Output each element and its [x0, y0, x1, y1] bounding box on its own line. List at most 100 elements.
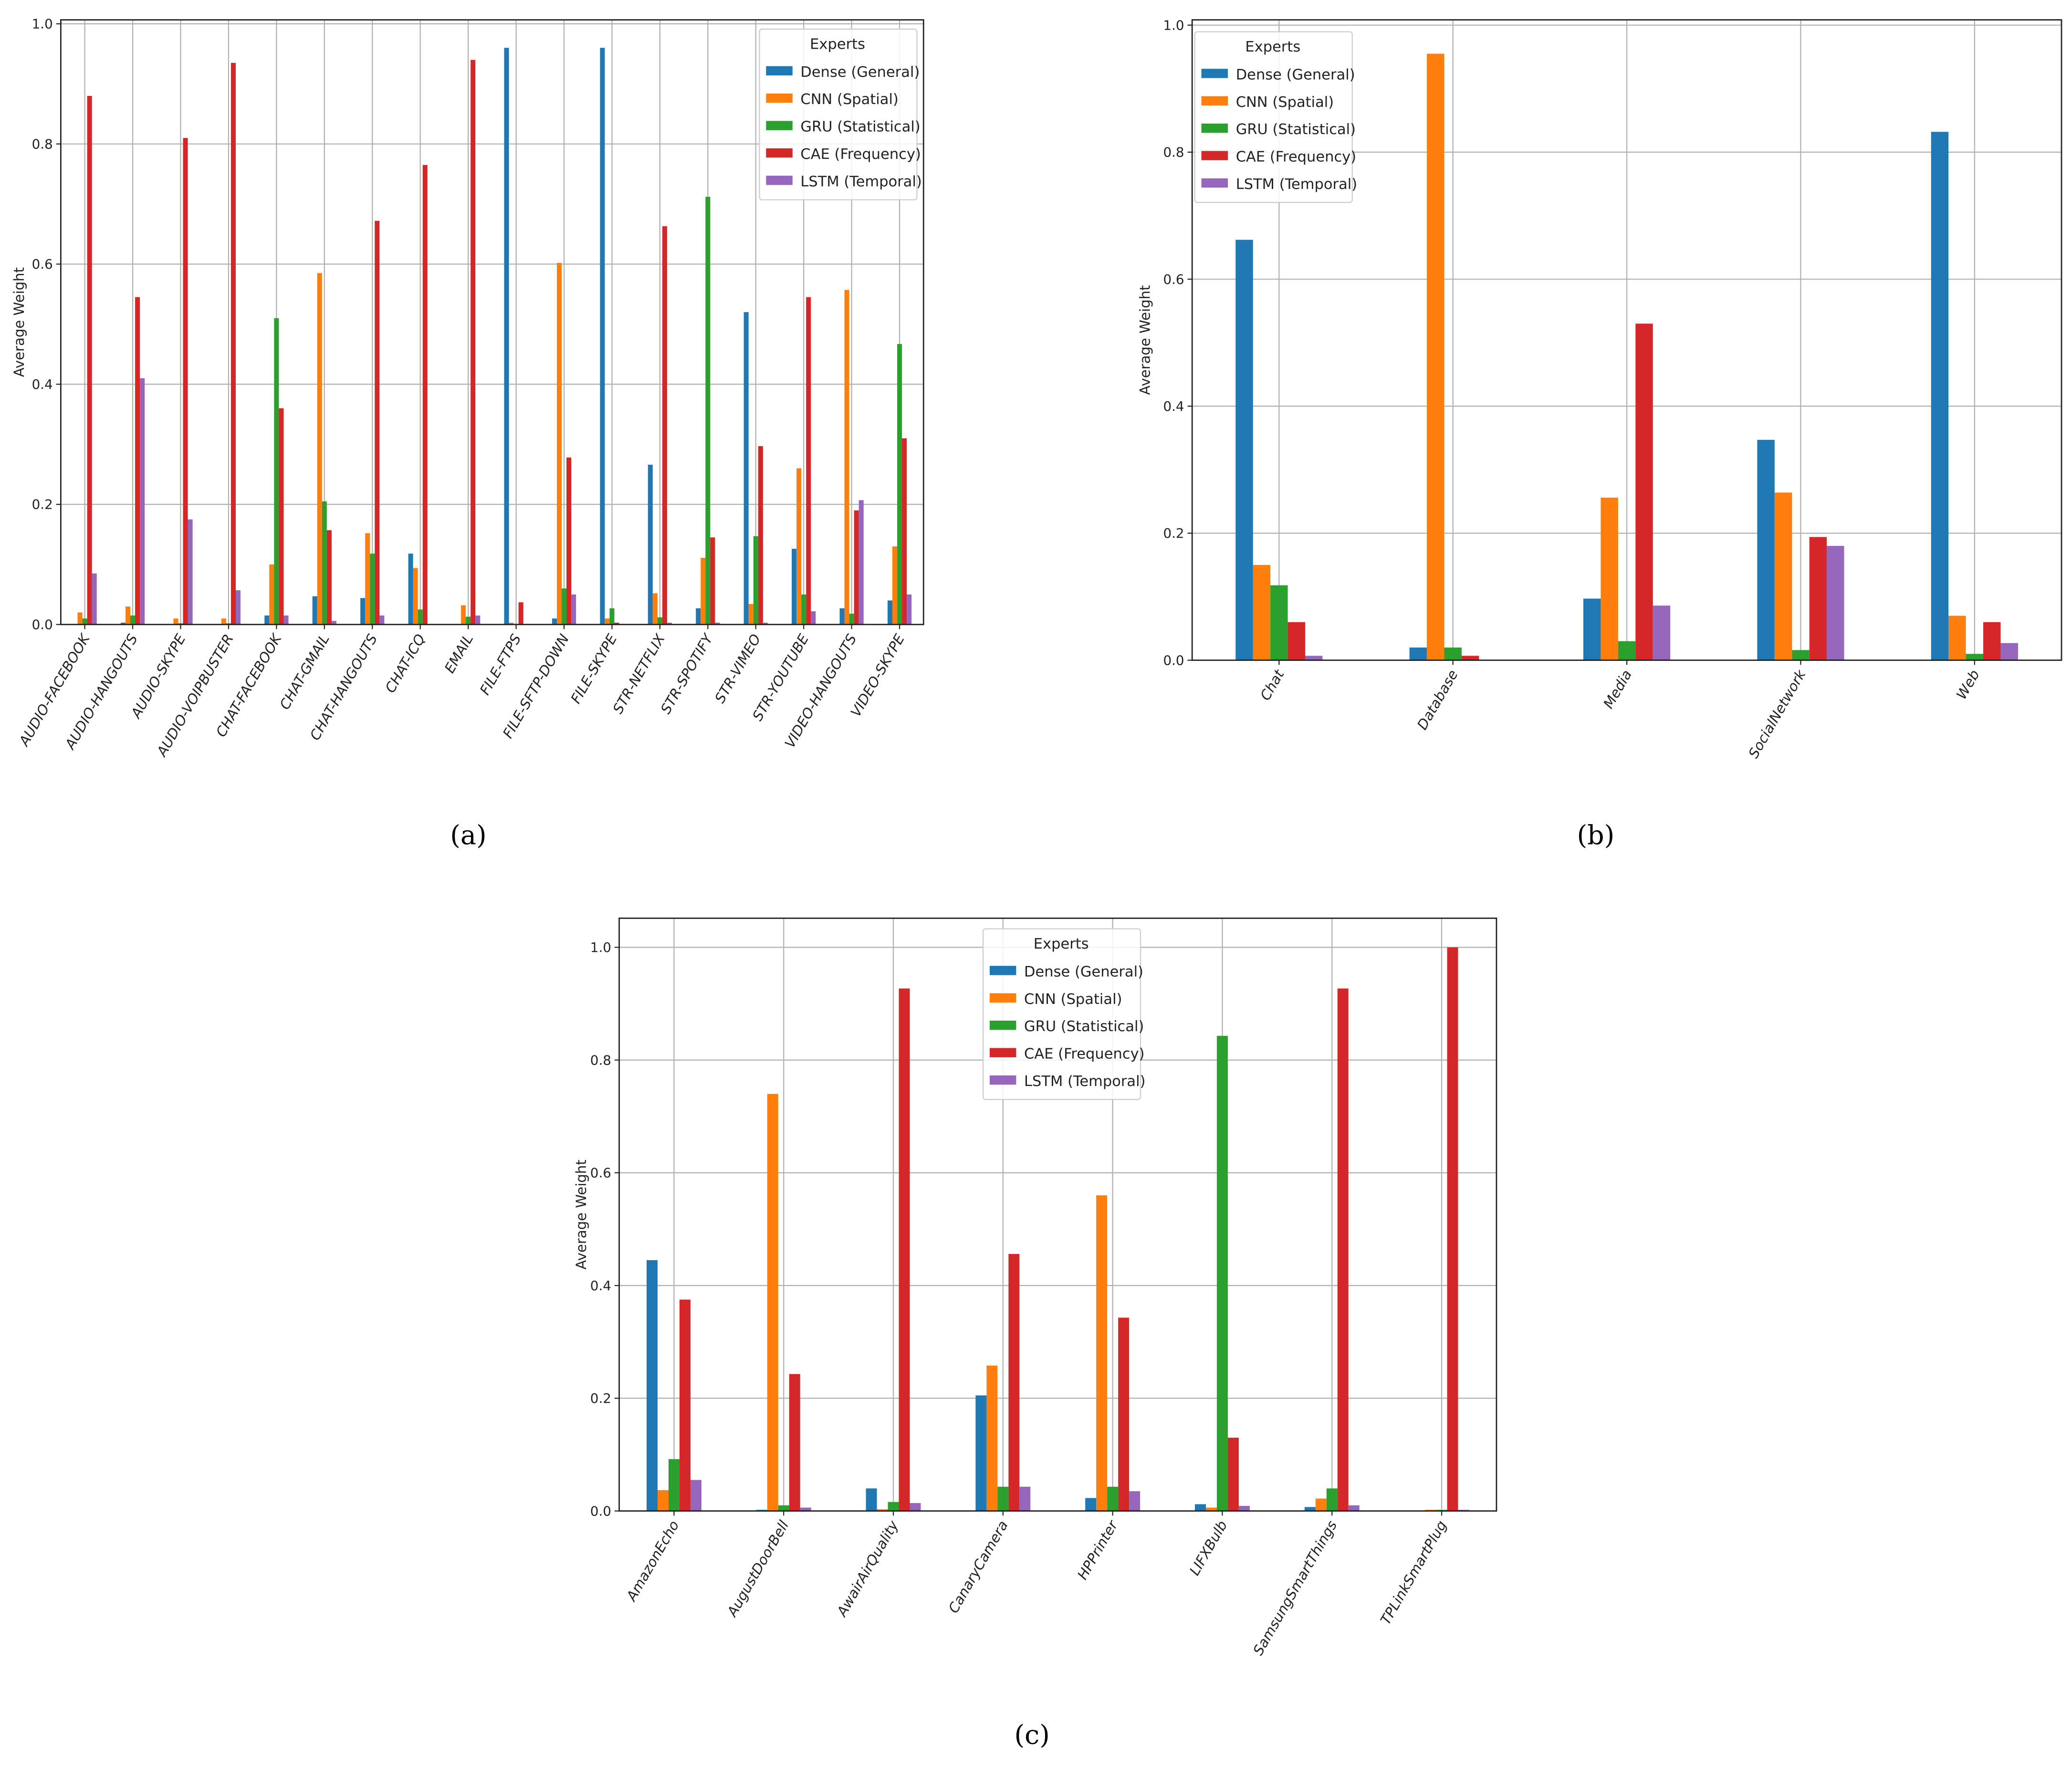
bar-cnn — [748, 604, 753, 625]
legend-label: CNN (Spatial) — [800, 91, 898, 108]
bar-gru — [466, 616, 471, 625]
bar-gru — [778, 1505, 789, 1511]
bar-dense — [975, 1395, 987, 1511]
x-tick-label: CHAT-ICQ — [382, 631, 428, 696]
legend-label: CAE (Frequency) — [1236, 149, 1356, 166]
bar-cae — [662, 226, 667, 625]
legend-swatch — [1201, 96, 1228, 105]
bar-cae — [87, 95, 92, 625]
legend-label: CNN (Spatial) — [1024, 991, 1122, 1008]
bar-gru — [888, 1502, 899, 1511]
bar-lstm — [858, 500, 864, 625]
bar-gru — [418, 609, 423, 625]
bar-lstm — [2000, 643, 2018, 660]
legend-title: Experts — [1245, 39, 1300, 55]
legend-label: GRU (Statistical) — [1236, 121, 1356, 138]
bar-cae — [614, 623, 619, 625]
bar-cnn — [652, 593, 658, 625]
x-tick-label: LIFXBulb — [1186, 1518, 1231, 1578]
bar-lstm — [379, 615, 385, 625]
legend-label: GRU (Statistical) — [800, 119, 920, 136]
x-tick-label: Database — [1414, 667, 1461, 732]
bar-cnn — [892, 546, 898, 625]
y-tick-label: 0.4 — [1163, 398, 1184, 414]
y-tick-label: 1.0 — [1163, 17, 1184, 33]
bar-cae — [1118, 1317, 1130, 1511]
bar-dense — [792, 549, 797, 625]
legend-label: CNN (Spatial) — [1236, 94, 1334, 111]
bar-gru — [1966, 654, 1984, 660]
y-tick-label: 0.8 — [590, 1052, 611, 1068]
x-tick-label: AugustDoorBell — [723, 1518, 792, 1620]
bar-dense — [120, 623, 126, 625]
legend-swatch — [989, 993, 1016, 1003]
bar-cnn — [317, 273, 322, 625]
bar-cae — [183, 138, 188, 625]
axes-frame — [1191, 19, 2062, 661]
bar-lstm — [811, 611, 816, 625]
bar-gru — [1618, 641, 1636, 660]
bar-dense — [1931, 132, 1949, 660]
bar-dense — [648, 464, 653, 625]
bar-dense — [1409, 648, 1427, 660]
bar-cae — [1809, 537, 1827, 660]
x-tick-label: AwairAirQuality — [833, 1517, 902, 1620]
bar-lstm — [1653, 606, 1671, 660]
bar-lstm — [1348, 1505, 1360, 1511]
bar-cnn — [1205, 1507, 1217, 1511]
bar-gru — [274, 318, 279, 625]
y-tick-label: 0.6 — [590, 1165, 611, 1181]
bar-cae — [279, 408, 284, 625]
bar-lstm — [236, 590, 241, 625]
bar-lstm — [475, 615, 481, 625]
bar-dense — [1195, 1504, 1206, 1511]
y-axis-label: Average Weight — [11, 267, 27, 377]
bar-dense — [312, 596, 317, 625]
bar-gru — [370, 554, 375, 625]
legend-box — [982, 928, 1141, 1100]
legend-title: Experts — [1034, 936, 1089, 952]
bar-dense — [552, 618, 557, 625]
x-tick-label: SamsungSmartThings — [1250, 1518, 1340, 1658]
legend-label: Dense (General) — [800, 64, 920, 81]
bar-gru — [849, 614, 854, 625]
bar-cnn — [877, 1509, 888, 1511]
y-tick-label: 0.6 — [1163, 272, 1184, 287]
legend-swatch — [766, 66, 793, 76]
bar-dense — [646, 1260, 658, 1511]
bar-lstm — [667, 623, 672, 625]
bar-cae — [230, 63, 236, 625]
bar-cnn — [1253, 565, 1271, 660]
bar-cnn — [461, 605, 466, 625]
bar-dense — [1304, 1507, 1316, 1511]
legend-swatch — [1201, 69, 1228, 78]
bar-cae — [1461, 656, 1479, 660]
bar-lstm — [140, 378, 145, 625]
bar-gru — [997, 1486, 1009, 1511]
bar-cae — [1635, 324, 1653, 660]
bar-cae — [1008, 1253, 1020, 1511]
bar-lstm — [910, 1503, 921, 1511]
axes-frame — [618, 917, 1497, 1512]
bar-gru — [1216, 1035, 1228, 1511]
legend-swatch — [989, 1075, 1016, 1085]
bar-dense — [743, 312, 749, 625]
bar-cnn — [1774, 492, 1792, 660]
bar-gru — [1444, 648, 1462, 660]
bar-dense — [408, 554, 413, 625]
legend-swatch — [1201, 151, 1228, 160]
legend-swatch — [766, 121, 793, 130]
panel-b: 0.0 0.2 0.4 0.6 0.8 1.0 Chat Database Media Socia… — [1137, 17, 2062, 851]
panel-c: 0.0 0.2 0.4 0.6 0.8 1.0 AmazonEcho AugustDoorBe… — [573, 917, 1497, 1751]
x-tick-label: STR-SPOTIFY — [658, 630, 717, 717]
bar-gru — [1270, 585, 1288, 660]
bar-cae — [1983, 622, 2001, 660]
bar-cnn — [605, 618, 610, 625]
panel-a: 0.00.20.40.60.81.0AUDIO-FACEBOOKAUDIO-HA… — [11, 16, 924, 851]
panel-caption: (b) — [1577, 820, 1615, 851]
legend-label: CAE (Frequency) — [1024, 1046, 1145, 1063]
legend-swatch — [989, 1048, 1016, 1057]
bar-lstm — [1129, 1491, 1141, 1511]
bar-dense — [264, 615, 270, 625]
bar-gru — [705, 197, 711, 625]
